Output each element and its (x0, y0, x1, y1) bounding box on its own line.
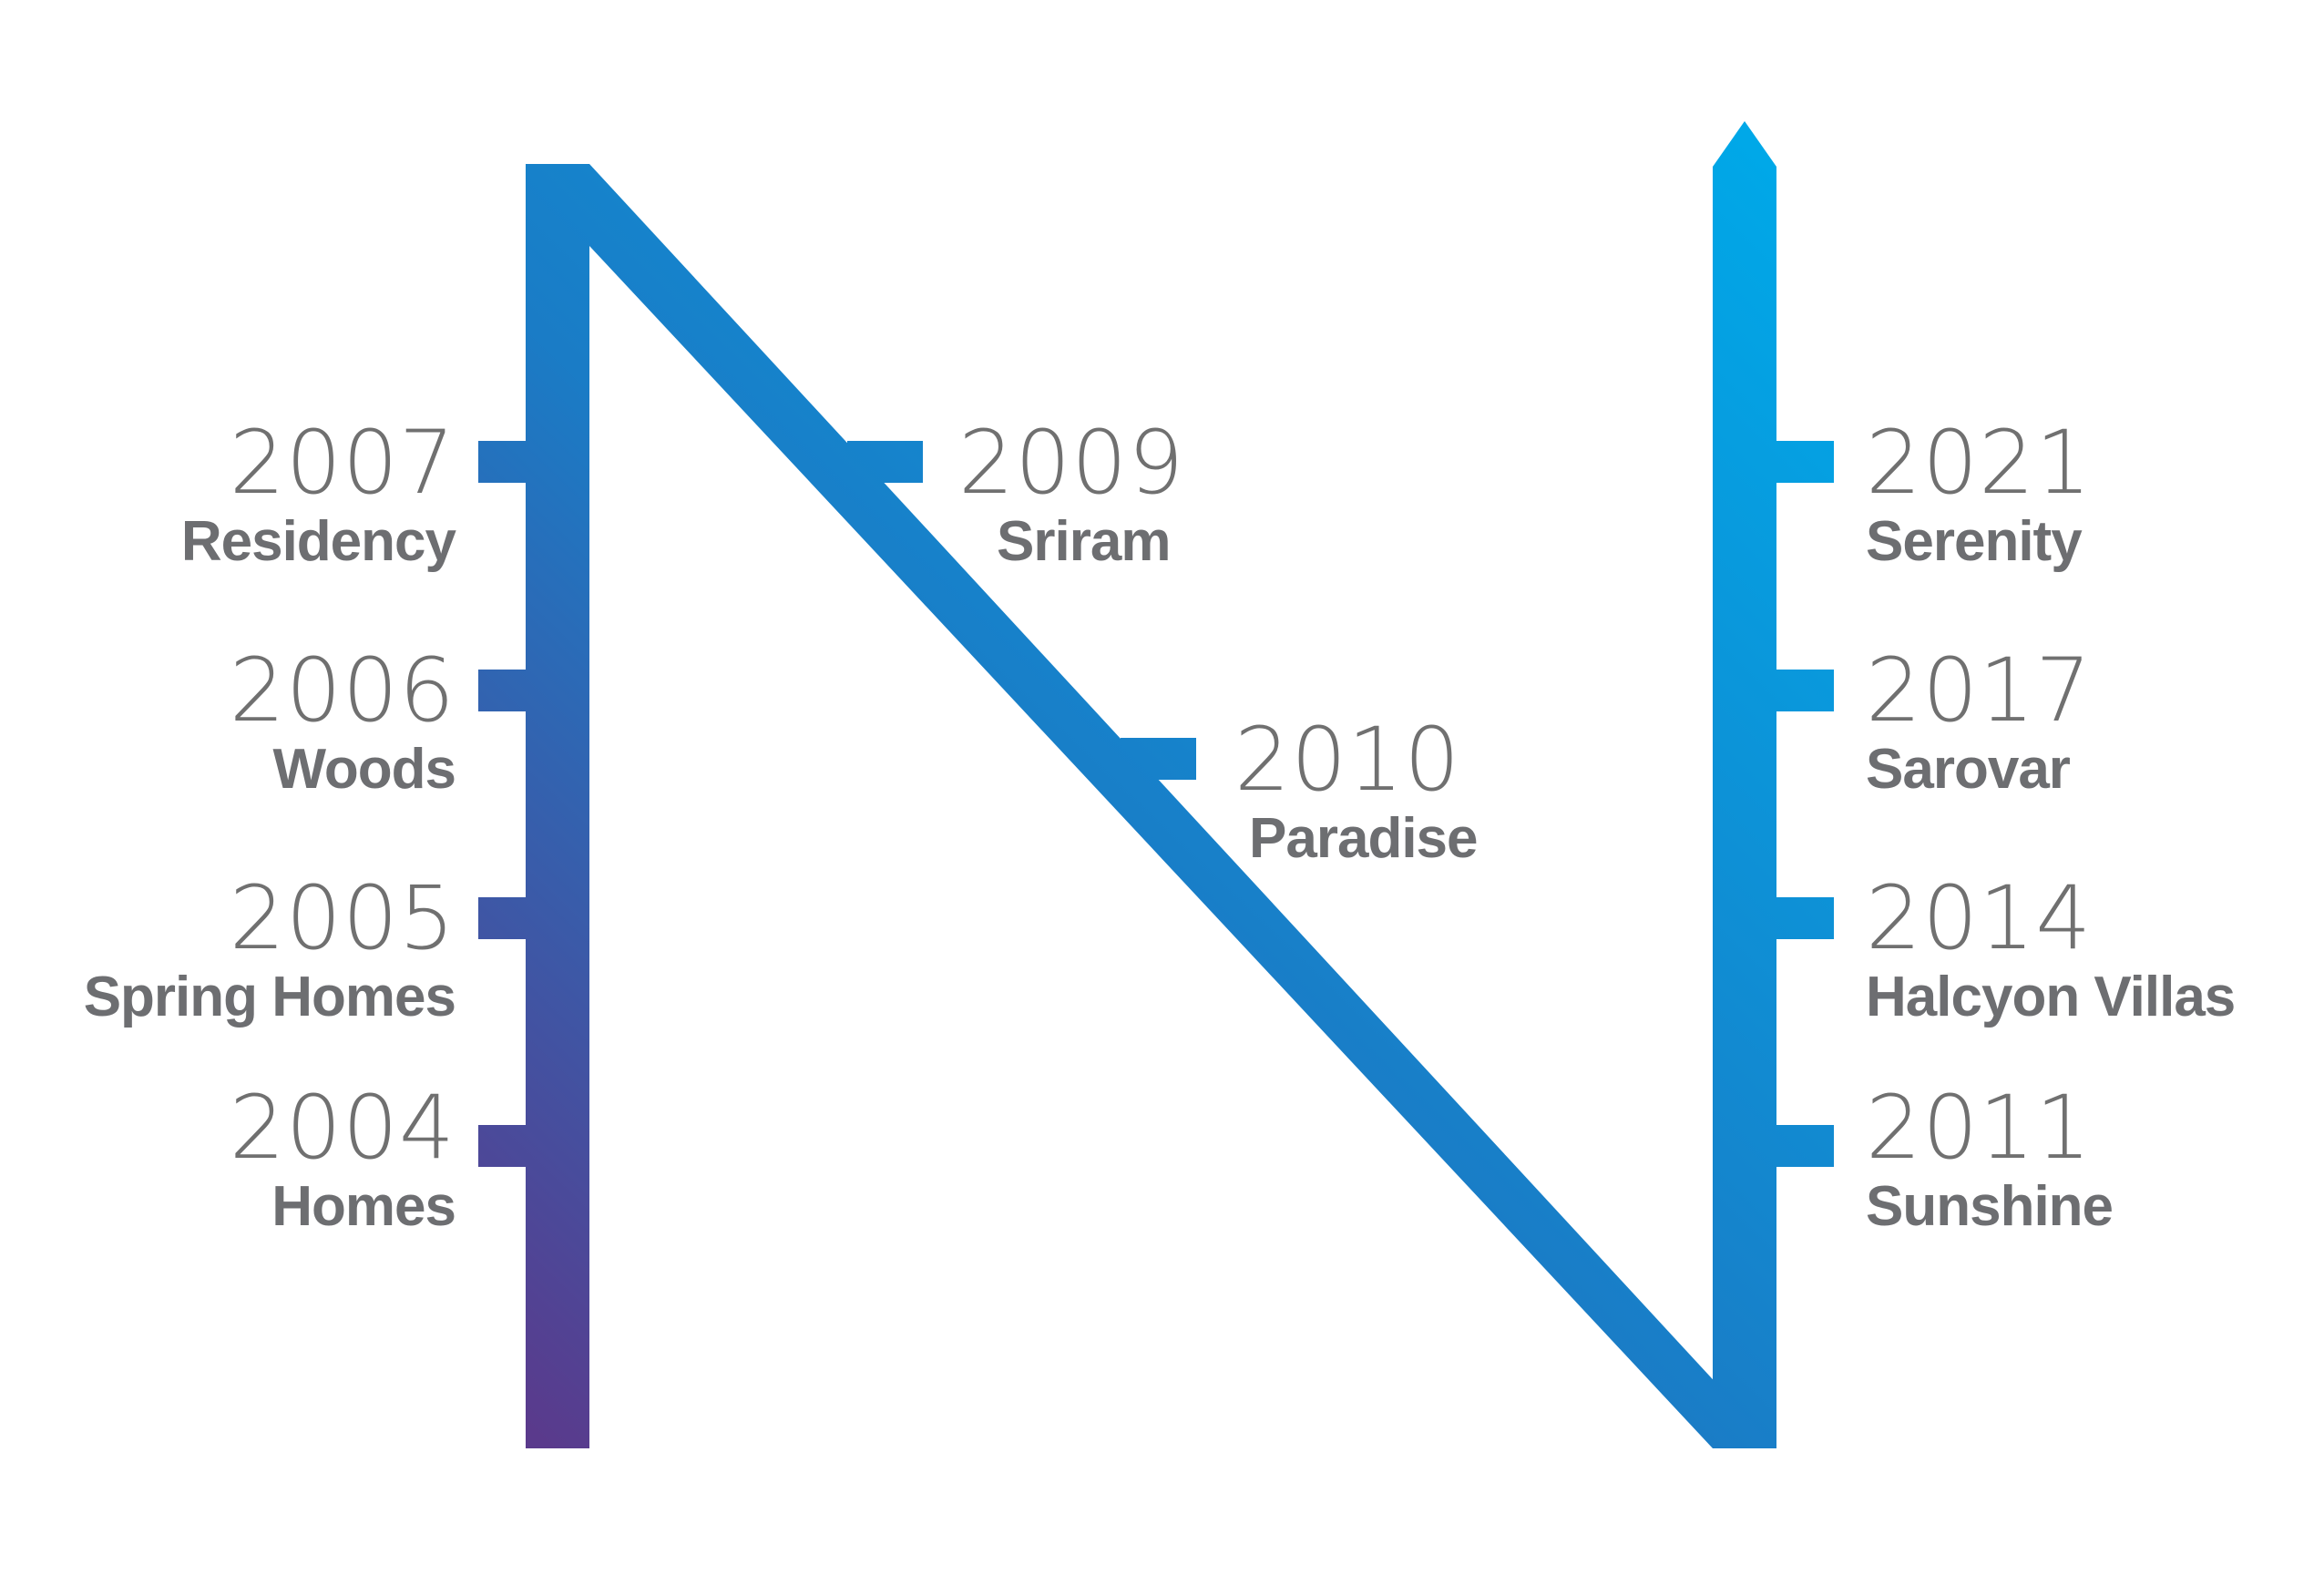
tick-2011 (1776, 1125, 1834, 1167)
milestone-year: 2010 (1234, 709, 1461, 811)
milestone-name: Sunshine (1866, 1175, 2114, 1238)
milestone-2005: 2005 Spring Homes (84, 874, 456, 1026)
milestone-name: Spring Homes (83, 966, 456, 1028)
left-stroke (526, 164, 589, 1448)
tick-2004 (478, 1125, 527, 1167)
milestone-year: 2006 (229, 639, 456, 741)
milestone-name: Sarovar (1866, 738, 2071, 801)
milestone-2007: 2007 Residency (181, 419, 456, 570)
milestone-2017: 2017 Sarovar (1866, 647, 2092, 798)
milestone-year: 2007 (229, 412, 456, 514)
tick-2005 (478, 897, 527, 939)
tick-2006 (478, 670, 527, 711)
milestone-year: 2014 (1866, 867, 2093, 969)
milestone-year: 2021 (1866, 412, 2093, 514)
milestone-year: 2009 (958, 412, 1185, 514)
milestone-name: Residency (180, 510, 456, 573)
tick-2021 (1776, 441, 1834, 483)
milestone-2021: 2021 Serenity (1866, 419, 2092, 570)
right-stroke-arrow (1713, 121, 1776, 1448)
milestone-year: 2011 (1866, 1077, 2093, 1179)
milestone-name: Serenity (1866, 510, 2083, 573)
milestone-name: Woods (272, 738, 457, 801)
milestone-name: Paradise (1249, 807, 1479, 870)
tick-2010 (1121, 738, 1196, 780)
diagonal-stroke (526, 164, 1776, 1448)
tick-2009 (847, 441, 923, 483)
milestone-2011: 2011 Sunshine (1866, 1077, 2114, 1238)
milestone-2010: 2010 Paradise (1234, 709, 1479, 870)
tick-2014 (1776, 897, 1834, 939)
tick-2007 (478, 441, 527, 483)
milestone-2009: 2009 Sriram (958, 419, 1184, 570)
milestone-2004: 2004 Homes (230, 1084, 456, 1235)
milestone-year: 2004 (229, 1077, 456, 1179)
milestone-2014: 2014 Halcyon Villas (1866, 867, 2236, 1028)
milestone-name: Halcyon Villas (1866, 966, 2236, 1028)
milestone-name: Sriram (997, 510, 1171, 573)
milestone-2006: 2006 Woods (230, 647, 456, 798)
milestone-year: 2005 (229, 867, 456, 969)
milestone-year: 2017 (1866, 639, 2093, 741)
milestone-name: Homes (271, 1175, 456, 1238)
tick-2017 (1776, 670, 1834, 711)
